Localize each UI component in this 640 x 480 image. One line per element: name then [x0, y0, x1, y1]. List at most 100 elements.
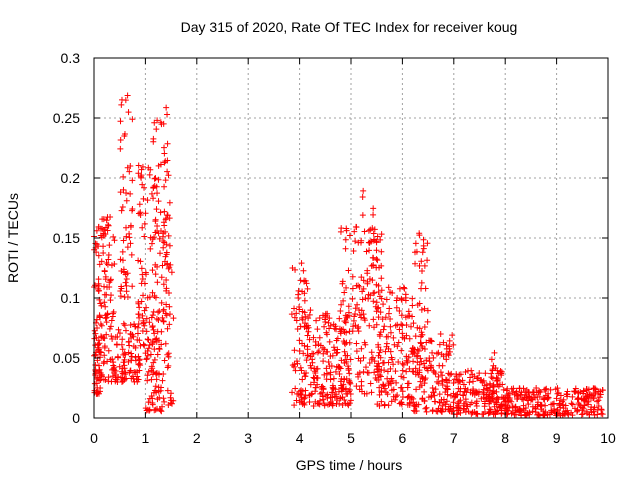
roti-point	[341, 376, 348, 383]
roti-point	[439, 372, 446, 379]
roti-point	[149, 401, 156, 408]
roti-point	[338, 301, 345, 308]
roti-point	[582, 397, 589, 404]
roti-point	[595, 390, 602, 397]
roti-point	[352, 238, 359, 245]
roti-point	[300, 350, 307, 357]
roti-point	[328, 389, 335, 396]
roti-point	[436, 341, 443, 348]
data-points	[91, 92, 606, 419]
roti-point	[412, 365, 419, 372]
roti-point	[376, 333, 383, 340]
roti-point	[117, 189, 124, 196]
roti-point	[462, 409, 469, 416]
roti-point	[419, 249, 426, 256]
roti-point	[163, 249, 170, 256]
roti-point	[491, 403, 498, 410]
roti-point	[475, 388, 482, 395]
roti-point	[97, 314, 104, 321]
roti-point	[420, 375, 427, 382]
roti-point	[124, 244, 131, 251]
roti-point	[489, 366, 496, 373]
roti-point	[105, 256, 112, 263]
roti-point	[327, 353, 334, 360]
roti-point	[145, 336, 152, 343]
roti-point	[430, 367, 437, 374]
roti-point	[443, 398, 450, 405]
roti-point	[153, 206, 160, 213]
roti-point	[310, 379, 317, 386]
roti-point	[160, 120, 167, 127]
roti-point	[367, 380, 374, 387]
roti-point	[319, 393, 326, 400]
roti-point	[418, 279, 425, 286]
roti-point	[123, 282, 130, 289]
roti-point	[107, 214, 114, 221]
roti-point	[417, 355, 424, 362]
roti-point	[585, 401, 592, 408]
roti-point	[374, 257, 381, 264]
roti-point	[154, 405, 161, 412]
roti-point	[136, 356, 143, 363]
roti-point	[125, 358, 132, 365]
roti-point	[375, 377, 382, 384]
roti-point	[129, 283, 136, 290]
roti-point	[416, 262, 423, 269]
roti-point	[400, 361, 407, 368]
roti-point	[115, 326, 122, 333]
roti-point	[163, 104, 170, 111]
roti-point	[288, 311, 295, 318]
roti-point	[116, 330, 123, 337]
roti-point	[398, 373, 405, 380]
roti-point	[385, 345, 392, 352]
roti-point	[159, 314, 166, 321]
roti-point	[446, 337, 453, 344]
roti-point	[455, 385, 462, 392]
roti-point	[127, 190, 134, 197]
roti-point	[299, 376, 306, 383]
roti-point	[160, 219, 167, 226]
roti-point	[466, 379, 473, 386]
roti-point	[160, 306, 167, 313]
roti-point	[381, 385, 388, 392]
roti-point	[574, 395, 581, 402]
roti-point	[99, 216, 106, 223]
roti-point	[583, 408, 590, 415]
roti-point	[401, 285, 408, 292]
roti-point	[388, 398, 395, 405]
roti-point	[160, 318, 167, 325]
roti-point	[386, 305, 393, 312]
roti-point	[413, 353, 420, 360]
roti-point	[508, 385, 515, 392]
roti-point	[122, 369, 129, 376]
roti-point	[141, 184, 148, 191]
roti-point	[509, 389, 516, 396]
roti-point	[421, 388, 428, 395]
roti-point	[552, 386, 559, 393]
roti-point	[381, 367, 388, 374]
roti-point	[440, 339, 447, 346]
roti-point	[374, 305, 381, 312]
roti-point	[576, 401, 583, 408]
roti-point	[120, 320, 127, 327]
roti-point	[164, 168, 171, 175]
roti-point	[355, 373, 362, 380]
roti-point	[301, 309, 308, 316]
roti-point	[416, 325, 423, 332]
roti-point	[440, 399, 447, 406]
roti-point	[123, 197, 130, 204]
roti-point	[422, 405, 429, 412]
roti-point	[98, 373, 105, 380]
roti-point	[155, 162, 162, 169]
roti-point	[486, 380, 493, 387]
roti-point	[538, 406, 545, 413]
roti-point	[590, 385, 597, 392]
roti-point	[410, 395, 417, 402]
roti-point	[299, 340, 306, 347]
roti-point	[321, 371, 328, 378]
roti-point	[569, 393, 576, 400]
roti-point	[398, 312, 405, 319]
roti-point	[433, 408, 440, 415]
roti-point	[139, 276, 146, 283]
roti-point	[100, 232, 107, 239]
